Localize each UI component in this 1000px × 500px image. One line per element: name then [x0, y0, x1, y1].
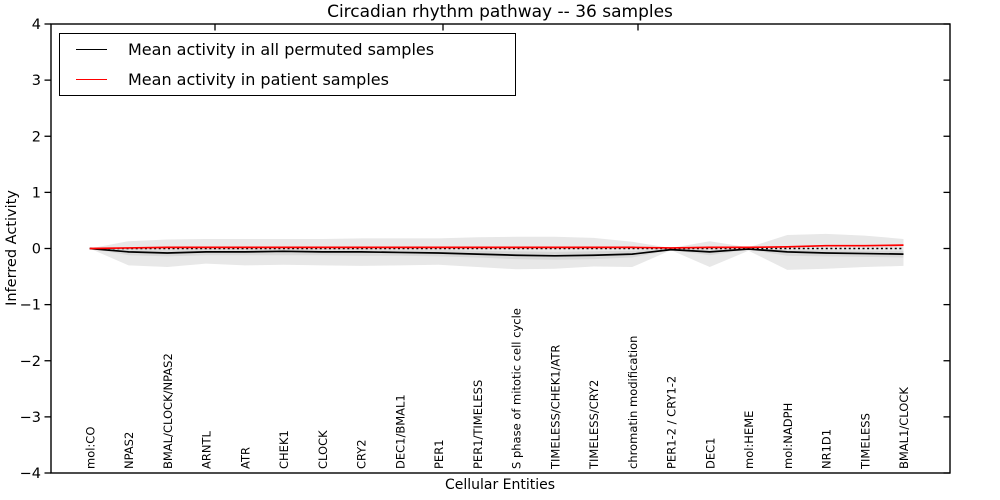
x-category-label: NR1D1: [820, 429, 834, 469]
y-tick-label: 3: [32, 73, 41, 89]
x-category-label: TIMELESS: [858, 413, 872, 470]
y-tick-label: −3: [20, 410, 41, 426]
x-category-label: ARNTL: [200, 431, 214, 469]
x-category-label: TIMELESS/CRY2: [587, 380, 601, 470]
y-tick-label: 2: [32, 129, 41, 145]
y-tick-label: −1: [20, 298, 41, 314]
x-category-label: mol:HEME: [742, 411, 756, 469]
x-category-label: DEC1/BMAL1: [393, 394, 407, 469]
legend: Mean activity in all permuted samples Me…: [59, 33, 516, 96]
series-line-patient: [89, 244, 904, 250]
series-line-permuted: [89, 247, 904, 257]
x-category-label: mol:CO: [83, 427, 97, 469]
legend-item: Mean activity in all permuted samples: [60, 34, 515, 64]
y-tick-label: −2: [20, 354, 41, 370]
x-category-label: CHEK1: [277, 430, 291, 469]
legend-line-sample-patient: [76, 79, 107, 81]
x-axis-label: Cellular Entities: [444, 477, 556, 493]
y-tick-label: 1: [32, 185, 41, 201]
legend-item-label: Mean activity in patient samples: [128, 70, 389, 90]
chart-title: Circadian rhythm pathway -- 36 samples: [327, 2, 673, 22]
legend-item-label: Mean activity in all permuted samples: [128, 39, 435, 59]
x-category-label: PER1: [432, 439, 446, 469]
x-category-label: NPAS2: [122, 432, 136, 469]
x-category-label: mol:NADPH: [781, 403, 795, 469]
x-category-label: TIMELESS/CHEK1/ATR: [548, 345, 562, 470]
x-category-label: ATR: [238, 447, 252, 469]
legend-item: Mean activity in patient samples: [60, 65, 515, 95]
x-category-label: DEC1: [703, 438, 717, 469]
x-category-label: S phase of mitotic cell cycle: [510, 308, 524, 469]
legend-line-sample-permuted: [76, 48, 107, 50]
x-category-label: BMAL/CLOCK/NPAS2: [161, 353, 175, 469]
x-category-label: chromatin modification: [626, 336, 640, 469]
y-axis-label: Inferred Activity: [4, 190, 20, 306]
y-tick-label: 0: [32, 242, 41, 258]
x-category-label: PER1-2 / CRY1-2: [665, 376, 679, 469]
y-tick-label: 4: [32, 17, 41, 33]
x-category-label: PER1/TIMELESS: [471, 380, 485, 469]
x-category-label: CRY2: [355, 439, 369, 469]
x-category-label: CLOCK: [316, 430, 330, 469]
y-tick-label: −4: [20, 466, 41, 482]
x-category-label: BMAL1/CLOCK: [897, 387, 911, 469]
